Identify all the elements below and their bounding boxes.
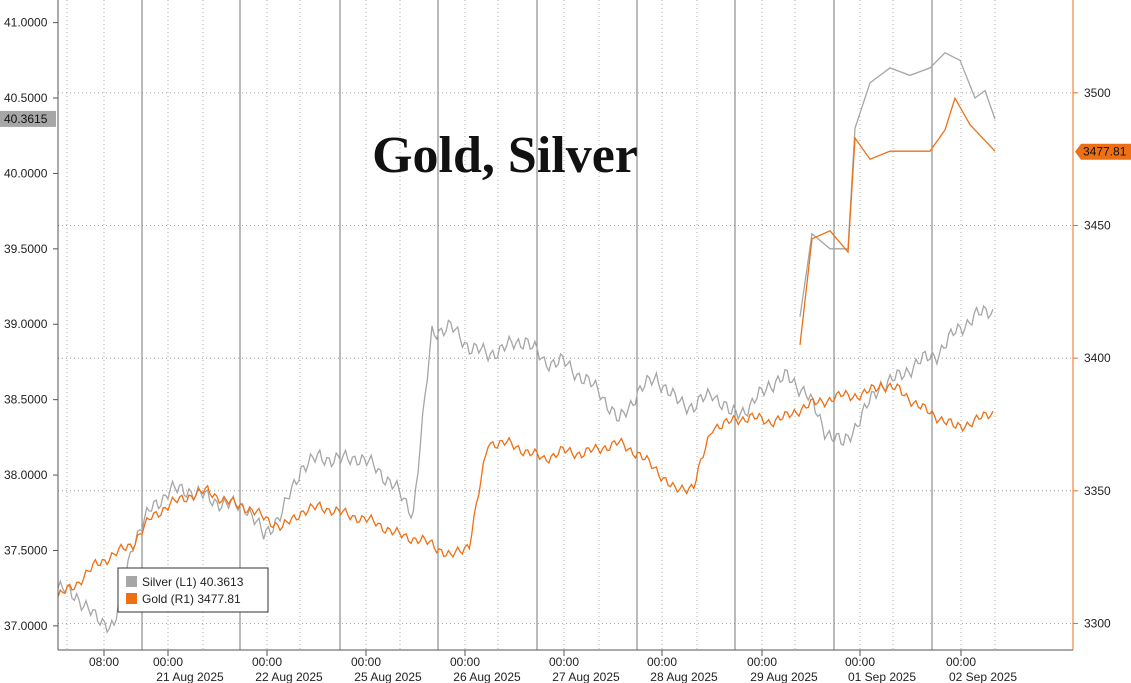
left-tick-label: 38.0000 (4, 468, 48, 482)
legend-label: Gold (R1) 3477.81 (142, 592, 241, 606)
chart-title: Gold, Silver (372, 127, 638, 184)
gold-current-label: 3477.81 (1083, 145, 1127, 159)
gridlines (58, 0, 1073, 650)
left-tick-label: 39.5000 (4, 242, 48, 256)
left-tick-label: 40.0000 (4, 166, 48, 180)
gold-line (57, 381, 994, 598)
x-tick-date: 28 Aug 2025 (650, 670, 718, 683)
x-tick-date: 29 Aug 2025 (750, 670, 818, 683)
x-tick-time: 00:00 (647, 655, 677, 669)
left-tick-label: 37.5000 (4, 543, 48, 557)
x-tick-time: 00:00 (747, 655, 777, 669)
silver-line-late (799, 52, 996, 317)
right-tick-label: 3400 (1084, 351, 1111, 365)
legend-label: Silver (L1) 40.3613 (142, 575, 244, 589)
silver-line (57, 304, 994, 634)
x-tick-time: 00:00 (946, 655, 976, 669)
x-tick-time: 00:00 (153, 655, 183, 669)
left-tick-label: 40.5000 (4, 91, 48, 105)
silver-current-tag (0, 110, 56, 127)
right-tick-label: 3450 (1084, 219, 1111, 233)
x-tick-date: 27 Aug 2025 (552, 670, 620, 683)
x-tick-date: 22 Aug 2025 (255, 670, 323, 683)
x-tick-time: 08:00 (89, 655, 119, 669)
x-tick-time: 00:00 (252, 655, 282, 669)
legend-swatch (126, 576, 137, 587)
x-tick-date: 26 Aug 2025 (453, 670, 521, 683)
gold-current-tag (1075, 143, 1131, 160)
legend-swatch (126, 593, 137, 604)
x-tick-time: 00:00 (549, 655, 579, 669)
legend-box (117, 567, 269, 613)
x-tick-time: 00:00 (450, 655, 480, 669)
legend: Silver (L1) 40.3613 Gold (R1) 3477.81 (117, 567, 269, 613)
right-tick-label: 3500 (1084, 86, 1111, 100)
left-tick-label: 41.0000 (4, 16, 48, 30)
left-tick-label: 38.5000 (4, 393, 48, 407)
right-tick-label: 3350 (1084, 484, 1111, 498)
right-tick-label: 3300 (1084, 616, 1111, 630)
gold-line-late (799, 96, 996, 345)
x-tick-date: 25 Aug 2025 (354, 670, 422, 683)
x-tick-time: 00:00 (351, 655, 381, 669)
x-tick-date: 02 Sep 2025 (949, 670, 1017, 683)
left-tick-label: 39.0000 (4, 317, 48, 331)
series-lines (57, 52, 996, 634)
x-tick-date: 01 Sep 2025 (848, 670, 916, 683)
silver-current-label: 40.3615 (4, 112, 48, 126)
left-tick-label: 37.0000 (4, 619, 48, 633)
x-tick-date: 21 Aug 2025 (156, 670, 224, 683)
x-tick-time: 00:00 (845, 655, 875, 669)
